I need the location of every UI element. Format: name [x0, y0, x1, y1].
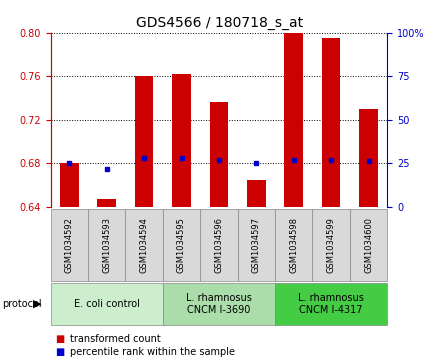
Text: GDS4566 / 180718_s_at: GDS4566 / 180718_s_at: [136, 16, 304, 30]
Text: protocol: protocol: [2, 299, 42, 309]
Text: GSM1034593: GSM1034593: [102, 217, 111, 273]
Text: GSM1034592: GSM1034592: [65, 217, 74, 273]
Text: E. coli control: E. coli control: [74, 299, 139, 309]
Text: GSM1034597: GSM1034597: [252, 217, 261, 273]
Text: GSM1034595: GSM1034595: [177, 217, 186, 273]
Text: GSM1034598: GSM1034598: [289, 217, 298, 273]
Text: transformed count: transformed count: [70, 334, 161, 344]
Bar: [172, 74, 191, 207]
Text: ▶: ▶: [33, 299, 42, 309]
Text: percentile rank within the sample: percentile rank within the sample: [70, 347, 235, 357]
Bar: [284, 33, 303, 207]
Text: GSM1034599: GSM1034599: [326, 217, 336, 273]
Bar: [135, 76, 154, 207]
Bar: [60, 163, 79, 207]
Text: ■: ■: [55, 347, 64, 357]
Bar: [97, 199, 116, 207]
Text: GSM1034594: GSM1034594: [139, 217, 149, 273]
Bar: [247, 180, 266, 207]
Text: GSM1034600: GSM1034600: [364, 217, 373, 273]
Text: L. rhamnosus
CNCM I-3690: L. rhamnosus CNCM I-3690: [186, 293, 252, 315]
Bar: [322, 38, 341, 207]
Bar: [209, 102, 228, 207]
Text: ■: ■: [55, 334, 64, 344]
Bar: [359, 109, 378, 207]
Text: L. rhamnosus
CNCM I-4317: L. rhamnosus CNCM I-4317: [298, 293, 364, 315]
Text: GSM1034596: GSM1034596: [214, 217, 224, 273]
